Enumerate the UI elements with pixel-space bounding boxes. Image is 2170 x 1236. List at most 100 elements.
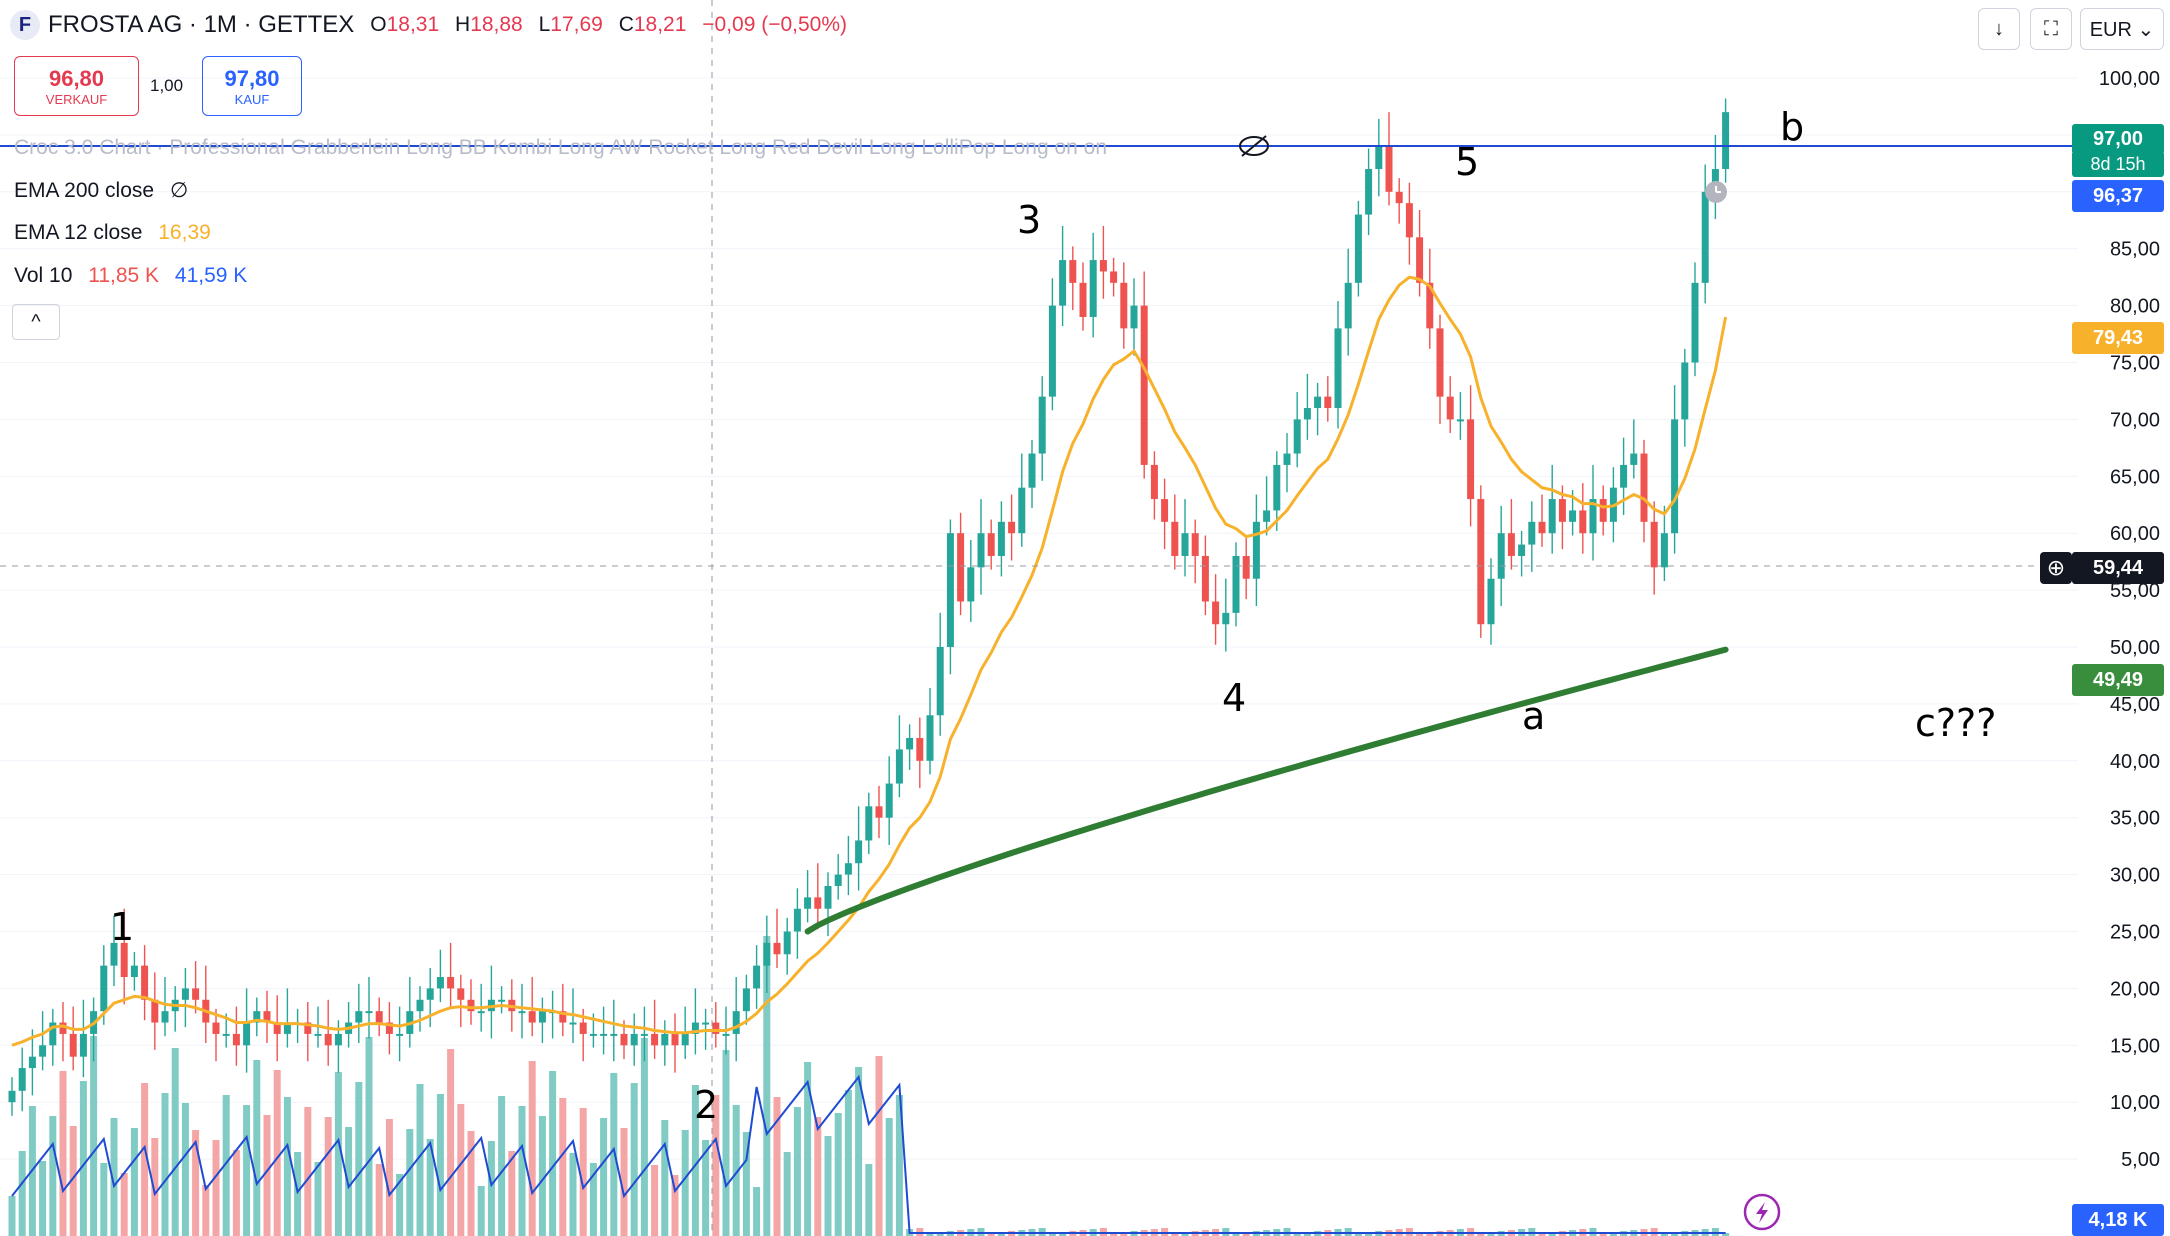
volume-bar [600,1118,608,1236]
candle-body [1477,499,1485,625]
candle-body [355,1011,363,1023]
candle-body [1161,499,1169,522]
volume-bar [610,1073,618,1236]
candle-body [436,977,444,989]
candle-body [926,715,934,761]
volume-bar [814,1117,822,1236]
currency-select[interactable]: EUR ⌄ [2080,8,2164,50]
candle-body [1569,510,1577,522]
candle-body [763,942,771,966]
volume-bar [130,1128,138,1236]
candle-body [457,988,465,1000]
close-label: C [618,13,634,36]
candle-body [477,1011,485,1014]
candle-body [141,965,149,1000]
candle-body [1079,282,1087,317]
order-quantity[interactable]: 1,00 [150,76,184,95]
candle-body [1263,510,1271,522]
candle-body [1558,499,1566,522]
candle-body [1069,260,1077,283]
wave-label-3: 3 [1017,198,1041,242]
blue-price-label: 96,37 [2072,180,2164,212]
price-tick: 70,00 [2110,409,2160,431]
fullscreen-icon[interactable]: ⛶ [2030,8,2072,50]
volume-bar [457,1104,465,1236]
buy-button[interactable]: 97,80 KAUF [202,56,302,116]
candle-body [1048,305,1056,397]
candle-body [895,749,903,784]
volume-bar [855,1067,863,1236]
price-tick: 55,00 [2110,580,2160,602]
candle-body [1344,282,1352,329]
volume-bar [702,1140,710,1236]
candle-body [498,999,506,1002]
symbol-title[interactable]: FROSTA AG · 1M · GETTEX [48,11,355,38]
volume-bar [263,1115,271,1236]
volume-bar [783,1152,791,1236]
volume-bar [151,1138,159,1236]
volume-bar [661,1120,669,1236]
volume-bar [243,1105,251,1236]
volume-bar [824,1136,832,1236]
strategy-text: Croc 3.0 Chart · Professional Grabberlei… [14,136,1107,159]
volume-bar [406,1129,414,1236]
price-tick: 5,00 [2121,1149,2160,1171]
candle-body [304,1022,312,1034]
volume-bar [49,1116,57,1236]
ema12-price-label: 79,43 [2072,322,2164,354]
candle-body [1354,214,1362,283]
candle-body [1456,419,1464,422]
candle-body [1099,260,1107,272]
candle-body [528,1011,536,1023]
volume-bar [528,1061,536,1236]
volume-bar [559,1098,567,1236]
candle-body [253,1011,261,1023]
volume-bar [396,1174,404,1236]
candle-body [1232,555,1240,613]
price-tick: 75,00 [2110,353,2160,375]
indicator-ema200[interactable]: EMA 200 close ∅ [14,178,188,203]
candle-body [100,965,108,1012]
candle-body [579,1022,587,1034]
volume-bar [671,1175,679,1236]
price-axis: 100,0095,0090,0085,0080,0075,0070,0065,0… [2099,68,2160,1171]
candle-body [1528,521,1536,545]
price-tick: 10,00 [2110,1092,2160,1114]
volume-bar [732,1105,740,1236]
candle-body [1130,305,1138,329]
candle-body [69,1033,77,1057]
crosshair-add-icon[interactable]: ⊕ [2040,552,2072,584]
download-icon[interactable]: ↓ [1978,8,2020,50]
candle-body [39,1045,47,1057]
indicator-volume[interactable]: Vol 10 11,85 K 41,59 K [14,264,247,288]
volume-bar [487,1141,495,1236]
candle-body [977,533,985,568]
indicator-ema12[interactable]: EMA 12 close 16,39 [14,221,211,245]
volume-bar [518,1106,526,1236]
candle-body [773,942,781,955]
volume-bar [69,1126,77,1236]
candle-body [1324,396,1332,409]
candle-body [1110,271,1118,283]
candle-body [263,1011,271,1023]
volume-bar [834,1113,842,1236]
ohlc-values: O18,31 H18,88 L17,69 C18,21 −0,09 (−0,50… [370,13,857,37]
candle-body [314,1033,322,1036]
candle-body [334,1033,342,1046]
wave-label-1: 1 [110,905,134,949]
candle-body [1589,499,1597,534]
collapse-indicators-button[interactable]: ^ [12,304,60,340]
candle-body [906,738,914,750]
candle-body [1181,533,1189,556]
volume-bar [161,1093,169,1236]
crosshair-price-label: 59,44 [2072,552,2164,584]
volume-bar [589,1163,597,1236]
ema200-label: EMA 200 close [14,179,155,202]
candle-body [967,567,975,602]
chart-header: F FROSTA AG · 1M · GETTEX O18,31 H18,88 … [10,10,857,40]
volume-bar [1722,1233,1730,1236]
symbol-logo[interactable]: F [10,10,40,40]
volume-bar [192,1130,200,1236]
sell-button[interactable]: 96,80 VERKAUF [14,56,139,116]
